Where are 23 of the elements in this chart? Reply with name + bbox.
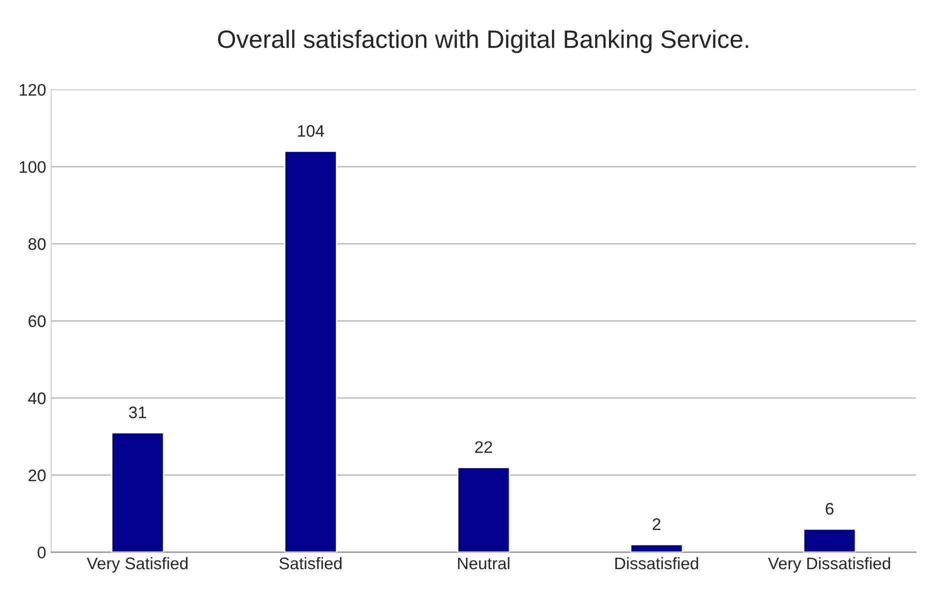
y-tick-label: 80 xyxy=(28,238,46,250)
bar xyxy=(111,432,164,552)
y-tick-label: 60 xyxy=(28,315,46,328)
y-tick-label: 40 xyxy=(28,392,46,404)
x-tick-label: Neutral xyxy=(458,557,510,570)
bar xyxy=(630,544,684,552)
x-tick-label: Very Dissatisfied xyxy=(768,557,890,573)
bar xyxy=(802,528,856,552)
data-label: 104 xyxy=(298,125,324,137)
x-tick-label: Dissatisfied xyxy=(615,557,698,570)
x-tick-label: Very Satisfied xyxy=(86,557,188,573)
chart-title: Overall satisfaction with Digital Banking Service. xyxy=(218,30,748,54)
data-label: 6 xyxy=(826,502,834,515)
y-tick-label: 20 xyxy=(28,470,46,482)
x-tick-label: Satisfied xyxy=(279,557,342,570)
data-label: 31 xyxy=(129,406,146,418)
y-tick-label: 120 xyxy=(20,84,46,96)
bar xyxy=(456,466,510,552)
y-tick-label: 100 xyxy=(20,161,46,173)
data-label: 22 xyxy=(475,441,492,453)
bar xyxy=(284,150,338,552)
data-label: 2 xyxy=(652,518,660,530)
y-tick-label: 0 xyxy=(38,546,46,558)
